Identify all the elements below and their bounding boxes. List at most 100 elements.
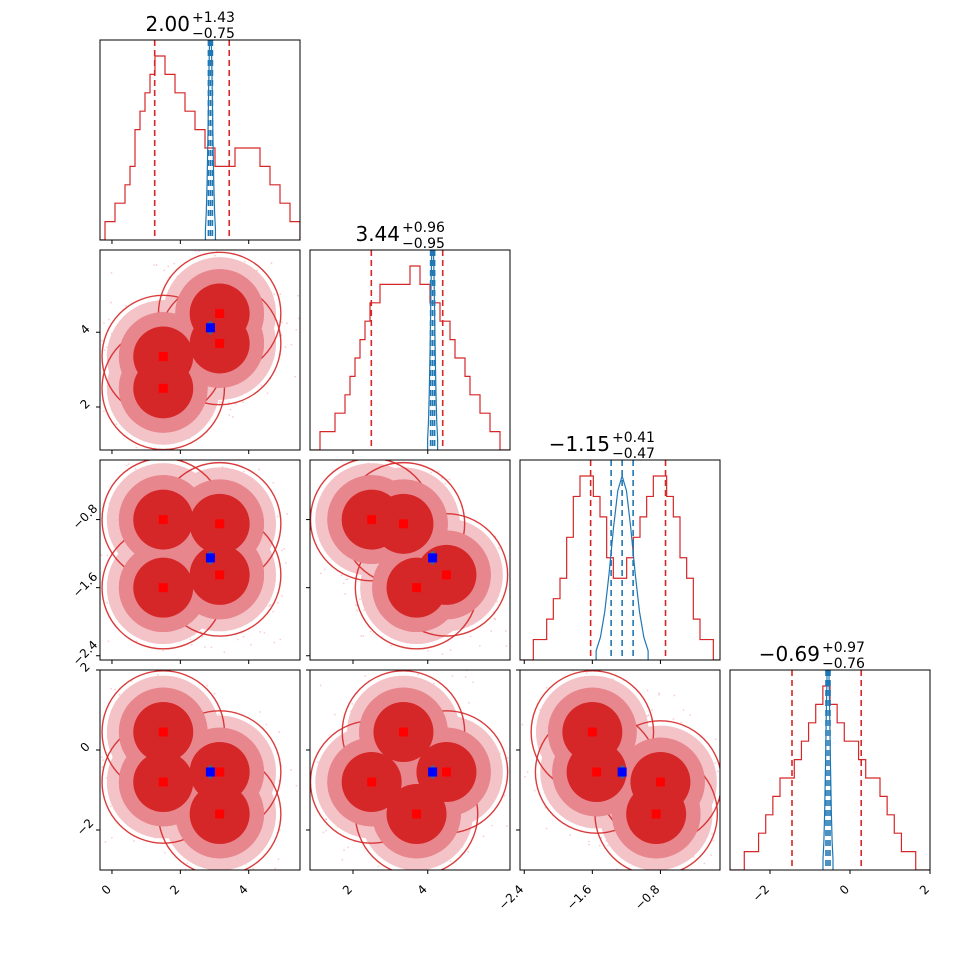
mode-marker-red	[158, 777, 168, 787]
scatter-point	[201, 635, 204, 638]
scatter-point	[497, 547, 500, 549]
scatter-point	[164, 454, 166, 456]
scatter-point	[84, 681, 86, 683]
y-tick-label: −1.6	[70, 570, 101, 601]
scatter-point	[469, 635, 472, 638]
scatter-point	[343, 849, 345, 851]
mode-marker-red	[367, 777, 377, 787]
scatter-point	[366, 450, 368, 452]
scatter-point	[303, 797, 305, 799]
scatter-point	[269, 604, 272, 606]
scatter-point	[207, 663, 209, 665]
scatter-point	[281, 321, 283, 324]
scatter-point	[102, 410, 105, 413]
scatter-point	[682, 709, 685, 712]
scatter-point	[517, 804, 519, 806]
scatter-point	[362, 635, 365, 637]
scatter-point	[717, 770, 719, 773]
scatter-point	[736, 813, 738, 815]
scatter-point	[107, 640, 110, 643]
scatter-point	[409, 872, 411, 874]
scatter-point	[444, 482, 447, 485]
histogram-blue	[822, 670, 834, 870]
scatter-point	[210, 646, 213, 649]
scatter-point	[186, 661, 188, 663]
x-tick-label: −2	[750, 882, 772, 904]
scatter-point	[236, 638, 239, 641]
scatter-point	[710, 854, 713, 857]
scatter-point	[380, 656, 382, 658]
scatter-point	[229, 408, 232, 411]
scatter-point	[281, 595, 284, 597]
scatter-point	[664, 875, 666, 877]
scatter-point	[569, 656, 571, 658]
scatter-point	[198, 875, 200, 877]
scatter-point	[359, 598, 361, 601]
scatter-point	[164, 655, 166, 657]
scatter-point	[673, 694, 676, 697]
scatter-point	[598, 844, 601, 847]
scatter-point	[354, 603, 357, 606]
scatter-point	[333, 713, 336, 716]
scatter-point	[217, 713, 220, 716]
scatter-point	[110, 836, 113, 839]
panel-frame	[99, 459, 301, 661]
title-plus: +1.43	[192, 10, 235, 26]
scatter-point	[153, 264, 156, 266]
scatter-point	[340, 574, 343, 577]
scatter-point	[83, 538, 85, 540]
scatter-point	[231, 415, 234, 418]
scatter-point	[417, 673, 419, 676]
scatter-point	[658, 693, 660, 696]
scatter-point	[243, 261, 246, 263]
title-plus: +0.41	[612, 430, 655, 446]
scatter-point	[84, 395, 86, 397]
scatter-point	[395, 875, 397, 877]
x-tick-label: 2	[167, 882, 182, 897]
scatter-point	[305, 561, 307, 563]
mode-marker-red	[215, 309, 225, 319]
scatter-point	[526, 771, 529, 773]
mode-marker-red	[215, 519, 225, 529]
panel-frame	[99, 249, 301, 451]
scatter-point	[478, 645, 481, 647]
scatter-point	[124, 304, 127, 307]
scatter-point	[569, 834, 572, 836]
scatter-point	[441, 653, 444, 656]
scatter-point	[496, 600, 499, 603]
scatter-point	[672, 718, 675, 720]
mode-marker-blue	[205, 767, 215, 777]
scatter-point	[369, 630, 372, 633]
histogram-blue	[204, 40, 217, 240]
scatter-point	[184, 248, 186, 250]
scatter-point	[125, 464, 128, 467]
scatter-point	[276, 601, 279, 604]
scatter-point	[646, 689, 649, 692]
scatter-point	[286, 322, 288, 325]
scatter-point	[290, 343, 293, 346]
scatter-point	[301, 537, 303, 539]
scatter-point	[223, 651, 226, 654]
histogram-red	[520, 475, 720, 660]
scatter-point	[588, 840, 590, 843]
scatter-point	[342, 582, 345, 585]
scatter-point	[392, 896, 394, 898]
scatter-point	[135, 446, 138, 449]
scatter-point	[523, 775, 526, 778]
scatter-point	[265, 723, 268, 726]
scatter-point	[105, 346, 108, 349]
scatter-point	[241, 401, 244, 404]
mode-marker-red	[412, 809, 422, 819]
scatter-point	[277, 858, 280, 861]
scatter-point	[324, 568, 326, 571]
scatter-point	[379, 455, 381, 457]
scatter-point	[260, 384, 263, 387]
scatter-point	[100, 554, 103, 557]
scatter-point	[221, 466, 224, 468]
mode-marker-red	[215, 338, 225, 348]
scatter-point	[298, 317, 300, 320]
scatter-point	[256, 269, 259, 272]
scatter-point	[101, 766, 104, 768]
scatter-point	[133, 840, 135, 842]
